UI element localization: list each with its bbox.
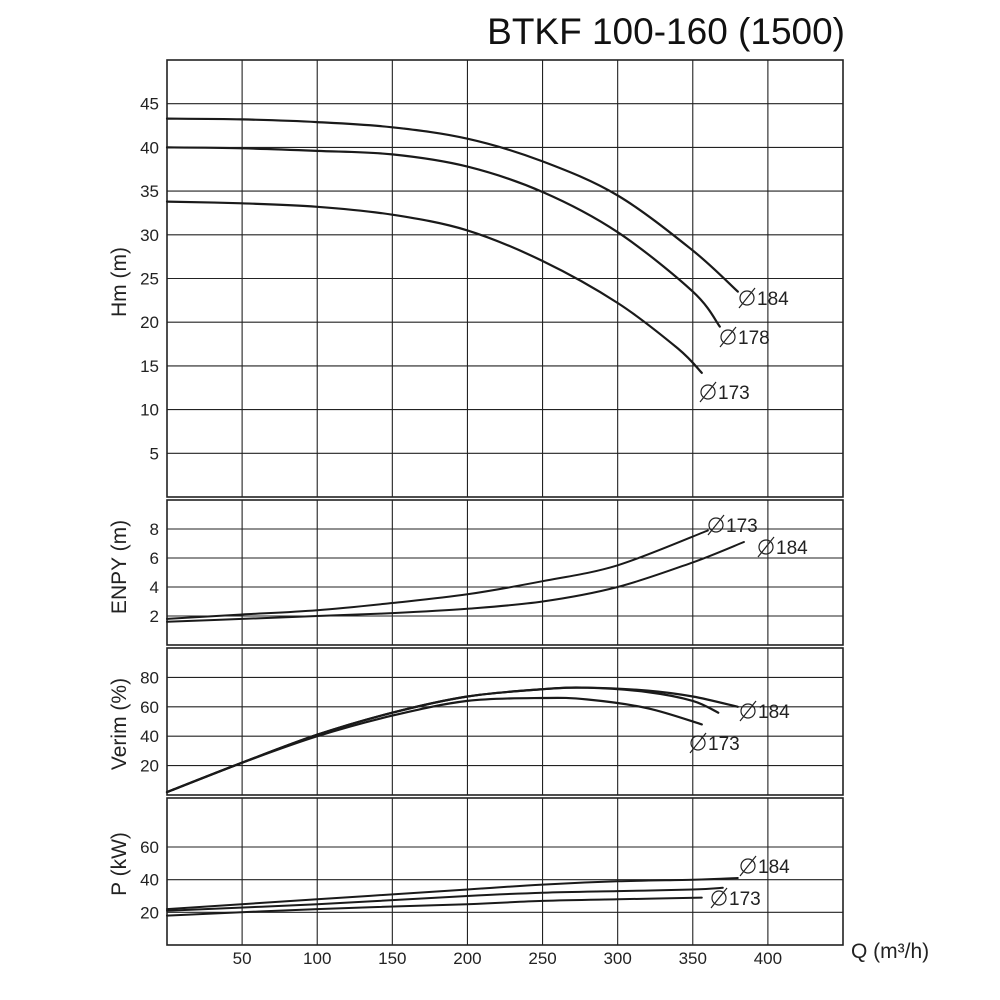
y-tick-label: 8 bbox=[150, 520, 159, 539]
diameter-icon-slash bbox=[757, 536, 775, 558]
y-tick-label: 60 bbox=[140, 838, 159, 857]
series-line bbox=[166, 886, 724, 912]
series-line bbox=[165, 696, 703, 794]
diameter-icon bbox=[740, 703, 756, 719]
diameter-icon-slash bbox=[738, 287, 756, 309]
chart-title: BTKF 100-160 (1500) bbox=[487, 11, 845, 52]
panel-frame bbox=[166, 499, 844, 646]
y-tick-label: 30 bbox=[140, 226, 159, 245]
x-tick-label: 350 bbox=[679, 949, 707, 968]
series-line bbox=[166, 877, 739, 911]
y-axis-label: Verim (%) bbox=[108, 678, 131, 770]
series-line bbox=[165, 117, 739, 293]
y-tick-label: 40 bbox=[140, 871, 159, 890]
diameter-icon-slash bbox=[739, 855, 757, 877]
curve-label: 184 bbox=[738, 287, 789, 310]
curve-label-text: 173 bbox=[726, 516, 758, 537]
curve-label: 173 bbox=[707, 514, 758, 537]
series-line bbox=[165, 200, 703, 374]
curve-label: 184 bbox=[739, 700, 790, 723]
panel-enpy: 2 4 6 8 ENPY (m) bbox=[108, 499, 844, 646]
y-tick-label: 15 bbox=[140, 357, 159, 376]
diameter-icon bbox=[739, 290, 755, 306]
curve-label: 184 bbox=[757, 536, 808, 559]
y-axis-label: P (kW) bbox=[108, 832, 131, 896]
curve-label-text: 184 bbox=[758, 857, 790, 878]
y-tick-label: 6 bbox=[150, 549, 159, 568]
x-tick-label: 200 bbox=[453, 949, 481, 968]
y-tick-label: 80 bbox=[140, 668, 159, 687]
curve-label-text: 184 bbox=[758, 702, 790, 723]
diameter-icon-slash bbox=[689, 732, 707, 754]
diameter-icon bbox=[740, 858, 756, 874]
x-tick-label: 100 bbox=[303, 949, 331, 968]
x-tick-label: 300 bbox=[603, 949, 631, 968]
x-tick-label: 250 bbox=[528, 949, 556, 968]
diameter-icon-slash bbox=[719, 326, 737, 348]
diameter-icon-slash bbox=[710, 887, 728, 909]
curve-label: 173 bbox=[710, 887, 761, 910]
curve-label: 184 bbox=[739, 855, 790, 878]
series-line bbox=[166, 541, 745, 623]
curve-label-text: 173 bbox=[708, 734, 740, 755]
y-axis-label: Hm (m) bbox=[108, 247, 131, 317]
panel-power: 20 40 60 P (kW) bbox=[108, 797, 844, 946]
diameter-icon bbox=[700, 384, 716, 400]
panel-frame bbox=[166, 647, 844, 796]
x-tick-label: 400 bbox=[754, 949, 782, 968]
y-tick-label: 5 bbox=[150, 444, 159, 463]
curve-label-text: 173 bbox=[718, 383, 750, 404]
x-axis-label: Q (m³/h) bbox=[851, 940, 929, 963]
diameter-icon bbox=[758, 539, 774, 555]
curve-label-text: 184 bbox=[757, 289, 789, 310]
curve-label: 178 bbox=[719, 326, 770, 349]
y-tick-label: 25 bbox=[140, 270, 159, 289]
diameter-icon bbox=[711, 890, 727, 906]
series-line bbox=[166, 529, 709, 620]
y-tick-label: 4 bbox=[150, 578, 159, 597]
y-tick-label: 60 bbox=[140, 698, 159, 717]
y-tick-label: 35 bbox=[140, 182, 159, 201]
diameter-icon-slash bbox=[699, 381, 717, 403]
y-tick-label: 20 bbox=[140, 313, 159, 332]
series-line bbox=[165, 686, 720, 794]
chart-panels: 5 10 15 20 25 30 35 40 45 Hm (m) 2 4 6 8 ENPY (m) 20 40 6… bbox=[108, 59, 844, 968]
diameter-icon bbox=[690, 735, 706, 751]
diameter-icon bbox=[708, 517, 724, 533]
y-tick-label: 20 bbox=[140, 757, 159, 776]
y-tick-label: 45 bbox=[140, 95, 159, 114]
y-tick-label: 10 bbox=[140, 401, 159, 420]
y-tick-label: 20 bbox=[140, 903, 159, 922]
y-axis-label: ENPY (m) bbox=[108, 520, 131, 614]
panel-hm: 5 10 15 20 25 30 35 40 45 Hm (m) bbox=[108, 59, 844, 498]
x-tick-label: 150 bbox=[378, 949, 406, 968]
curve-label: 173 bbox=[689, 732, 740, 755]
panel-frame bbox=[166, 797, 844, 946]
panel-verim: 20 40 60 80 Verim (%) bbox=[108, 647, 844, 796]
y-tick-label: 40 bbox=[140, 727, 159, 746]
diameter-icon-slash bbox=[707, 514, 725, 536]
series-line bbox=[165, 146, 721, 328]
diameter-icon bbox=[720, 329, 736, 345]
y-tick-label: 40 bbox=[140, 138, 159, 157]
curve-label: 173 bbox=[699, 381, 750, 404]
panel-frame bbox=[166, 59, 844, 498]
x-tick-label: 50 bbox=[233, 949, 252, 968]
diameter-icon-slash bbox=[739, 700, 757, 722]
series-line bbox=[166, 896, 703, 917]
y-tick-label: 2 bbox=[150, 607, 159, 626]
curve-label-text: 173 bbox=[729, 889, 761, 910]
curve-label-text: 184 bbox=[776, 538, 808, 559]
curve-label-text: 178 bbox=[738, 328, 770, 349]
